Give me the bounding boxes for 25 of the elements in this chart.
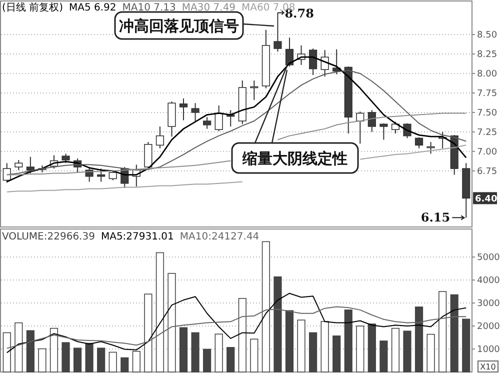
chart-title: (日线 前复权): [2, 2, 64, 14]
y-tick-label: 7.00: [477, 147, 498, 158]
y-tick-label: 4000: [477, 276, 500, 286]
annotation: 6.40: [475, 194, 498, 205]
text: MA10:24127.44: [180, 232, 260, 242]
y-tick-label: 5000: [477, 253, 500, 264]
y-tick-label: 1000: [477, 345, 500, 356]
y-tick-label: 8.00: [477, 69, 498, 80]
text: MA10 7.13: [122, 2, 176, 14]
y-tick-label: 8.50: [477, 30, 498, 41]
y-tick-label: 8.25: [477, 50, 498, 60]
text: MA5 6.92: [68, 2, 116, 14]
y-tick-label: 3000: [477, 299, 500, 310]
y-tick-label: 7.50: [477, 108, 498, 118]
text: X10: [480, 362, 496, 372]
y-tick-label: 7.75: [477, 88, 498, 99]
text: VOLUME:22966.39: [2, 232, 95, 242]
text: MA5:27931.01: [100, 232, 174, 242]
y-tick-label: 6.75: [477, 166, 498, 177]
y-tick-label: 2000: [477, 322, 500, 332]
y-tick-label: 7.25: [477, 128, 498, 138]
annotation: 缩量大阴线定性: [242, 150, 348, 168]
text: MA30 7.49: [182, 2, 236, 14]
annotation: 6.15: [420, 210, 450, 225]
annotation: 冲高回落见顶信号: [119, 17, 239, 35]
